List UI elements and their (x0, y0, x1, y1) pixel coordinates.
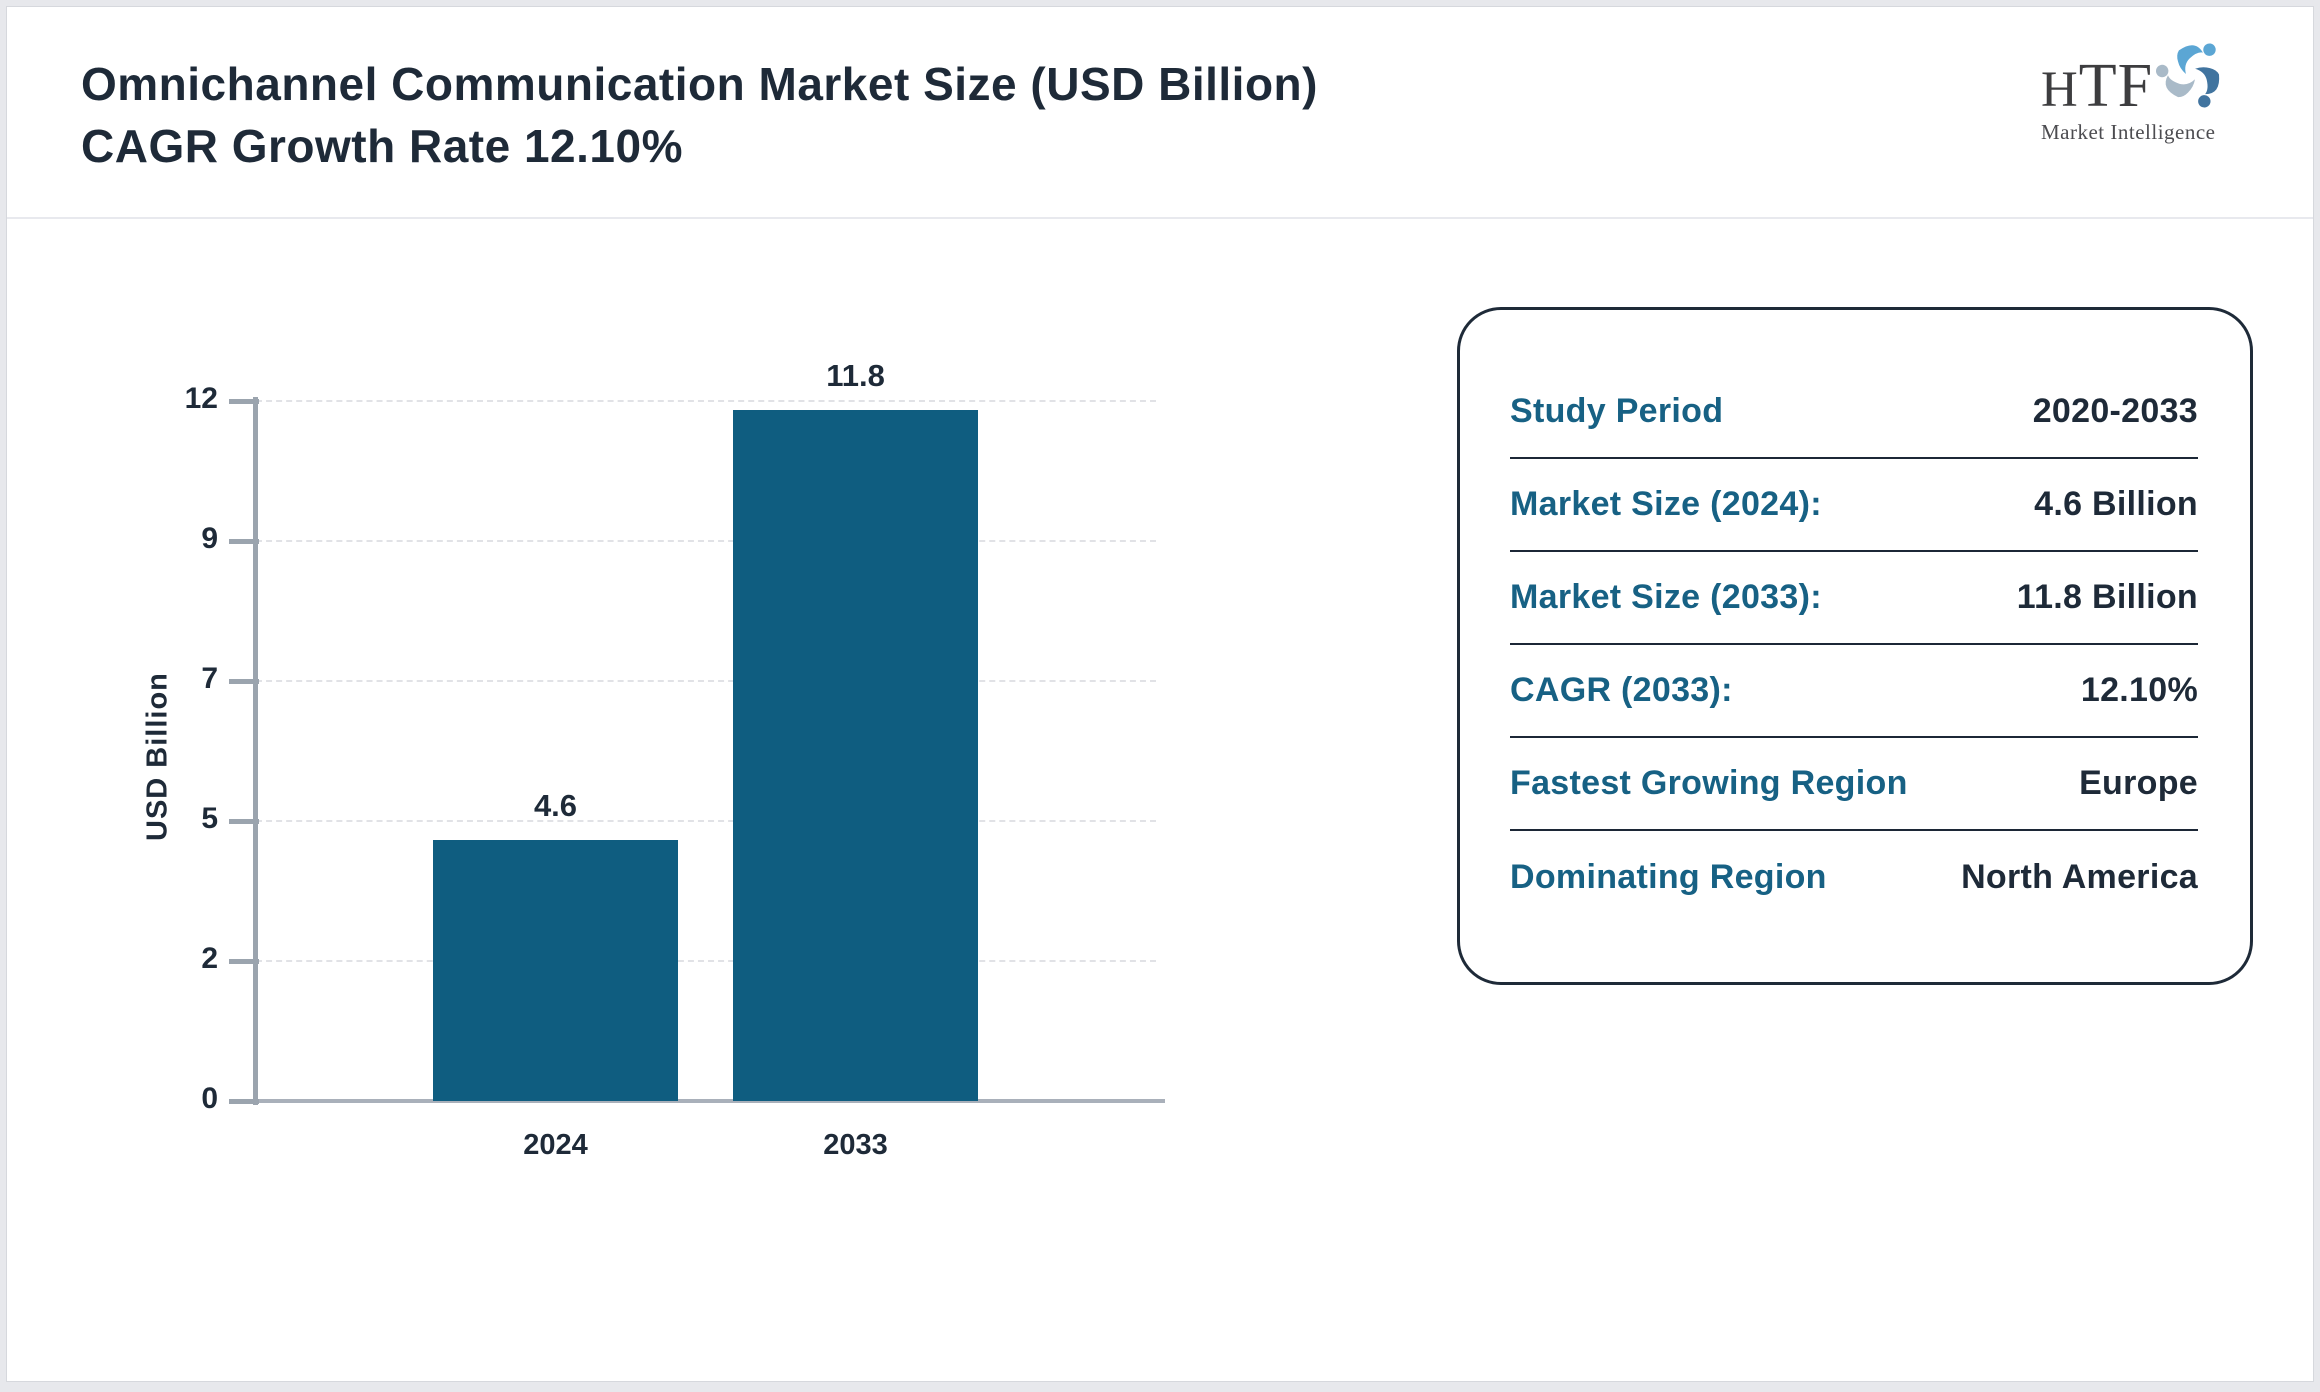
y-tick-label-5: 5 (201, 802, 218, 835)
bar-2033 (733, 410, 978, 1101)
panel-row-4: CAGR (2033): 12.10% (1510, 645, 2198, 738)
y-tick-mark-12 (229, 398, 259, 404)
y-tick-label-7: 7 (201, 662, 218, 695)
panel-row-label: Market Size (2033): (1510, 578, 1822, 616)
panel-row-label: Market Size (2024): (1510, 485, 1822, 523)
bar-2024 (433, 839, 678, 1101)
gridline-y-12 (256, 400, 1156, 402)
people-swirl-icon (2155, 37, 2229, 116)
bar-value-label-2024: 4.6 (533, 787, 578, 823)
gridline-y-2 (256, 960, 1156, 962)
panel-row-label: CAGR (2033): (1510, 671, 1733, 709)
report-card: Omnichannel Communication Market Size (U… (6, 6, 2314, 1382)
y-tick-label-0: 0 (201, 1082, 218, 1115)
market-summary-panel: Study Period 2020-2033 Market Size (2024):… (1457, 307, 2253, 985)
brand-logo: HTF (2041, 37, 2271, 145)
panel-row-value: 2020-2033 (2032, 392, 2198, 430)
x-axis-line (253, 1099, 1165, 1103)
header: Omnichannel Communication Market Size (U… (7, 7, 2313, 219)
page-title: Omnichannel Communication Market Size (U… (81, 58, 1318, 172)
y-tick-mark-2 (229, 958, 259, 964)
panel-row-2: Market Size (2024): 4.6 Billion (1510, 459, 2198, 552)
y-axis-line (253, 397, 258, 1105)
panel-row-5: Fastest Growing Region Europe (1510, 738, 2198, 831)
panel-row-value: 4.6 Billion (2034, 485, 2198, 523)
bar-value-label-2033: 11.8 (826, 358, 885, 394)
panel-row-value: 11.8 Billion (2016, 578, 2198, 616)
panel-row-label: Fastest Growing Region (1510, 764, 1908, 802)
x-tick-label-2033: 2033 (823, 1129, 888, 1161)
y-tick-label-2: 2 (201, 942, 218, 975)
panel-row-1: Study Period 2020-2033 (1510, 366, 2198, 459)
y-tick-mark-7 (229, 678, 259, 684)
panel-row-label: Dominating Region (1510, 858, 1827, 896)
y-tick-mark-9 (229, 538, 259, 544)
gridline-y-5 (256, 820, 1156, 822)
x-tick-label-2024: 2024 (523, 1129, 588, 1161)
bar-chart-plot-area: 0 2 5 7 9 12 4.6 2024 11.8 2033 (185, 358, 1165, 1161)
y-tick-label-12: 12 (184, 382, 218, 415)
brand-tagline: Market Intelligence (2041, 120, 2216, 144)
panel-row-value: Europe (2079, 764, 2198, 802)
brand-text: HTF (2041, 52, 2154, 120)
y-axis-title: USD Billion (141, 672, 174, 842)
y-tick-label-9: 9 (201, 522, 218, 555)
panel-row-3: Market Size (2033): 11.8 Billion (1510, 552, 2198, 645)
y-tick-mark-5 (229, 818, 259, 824)
gridline-y-9 (256, 540, 1156, 542)
y-tick-mark-0 (229, 1098, 259, 1104)
panel-row-value: 12.10% (2080, 671, 2198, 709)
panel-row-6: Dominating Region North America (1510, 831, 2198, 924)
panel-row-label: Study Period (1510, 392, 1724, 430)
gridline-y-7 (256, 680, 1156, 682)
panel-row-value: North America (1961, 858, 2198, 896)
